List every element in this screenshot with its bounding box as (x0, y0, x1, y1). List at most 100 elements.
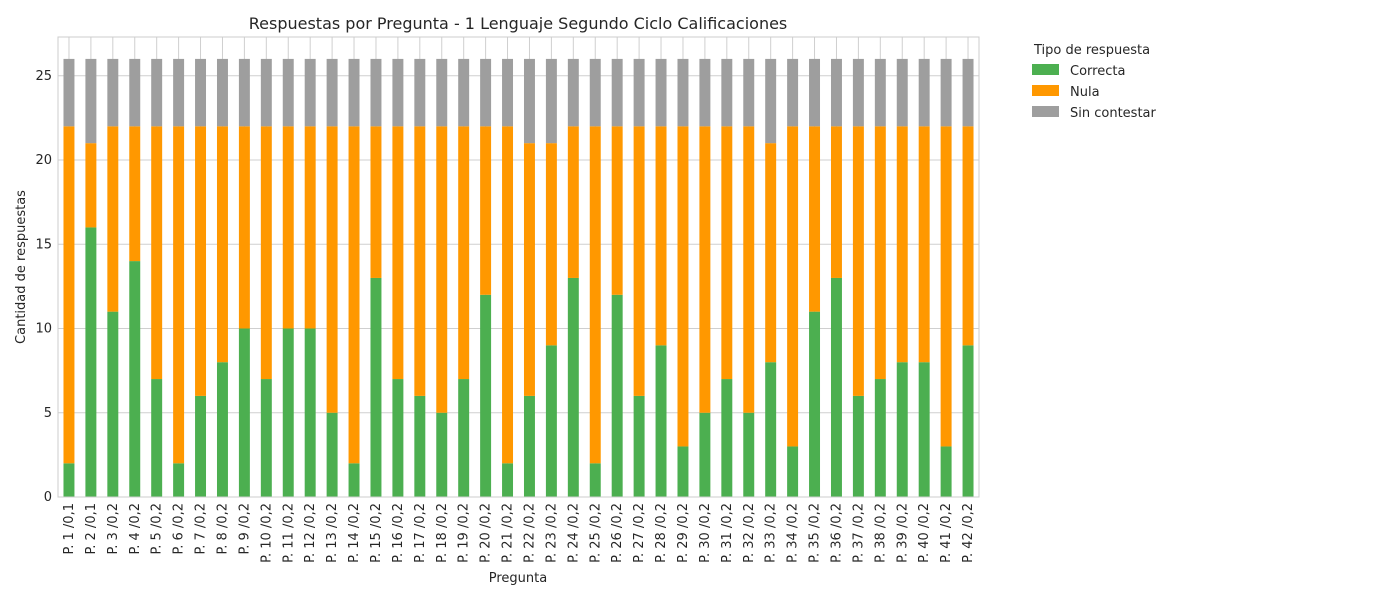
bar-segment-nula (414, 126, 426, 396)
legend-swatch (1032, 64, 1059, 75)
x-tick-label: P. 38 /0,2 (873, 503, 888, 563)
bar-segment-sin-contestar (677, 58, 689, 127)
x-tick-label: P. 18 /0,2 (435, 503, 450, 563)
x-tick-label: P. 27 /0,2 (632, 503, 647, 563)
x-tick-label: P. 16 /0,2 (391, 503, 406, 563)
x-tick-label: P. 39 /0,2 (895, 503, 910, 563)
x-tick-label: P. 11 /0,2 (281, 503, 296, 563)
bar-segment-nula (852, 126, 864, 396)
bar-segment-correcta (392, 379, 404, 497)
bar-segment-correcta (677, 446, 689, 497)
plot-frame (57, 36, 980, 498)
bar-segment-correcta (743, 412, 755, 497)
bar-segment-nula (567, 126, 579, 278)
legend: Tipo de respuesta Correcta Nula Sin contes… (1032, 43, 1157, 121)
bar-segment-sin-contestar (502, 58, 514, 127)
x-tick-label: P. 12 /0,2 (303, 503, 318, 563)
bar-segment-nula (896, 126, 908, 363)
bar-segment-nula (129, 126, 141, 262)
bar-segment-sin-contestar (85, 58, 97, 144)
bar-segment-nula (392, 126, 404, 380)
y-tick-label: 20 (35, 153, 52, 168)
x-axis-label: Pregunta (489, 571, 547, 586)
bar-segment-sin-contestar (326, 58, 338, 127)
bar-segment-nula (633, 126, 645, 396)
y-tick-label: 25 (35, 69, 52, 84)
bar-segment-sin-contestar (392, 58, 404, 127)
bar-segment-correcta (502, 463, 514, 497)
bar-segment-correcta (589, 463, 601, 497)
bar-segment-sin-contestar (414, 58, 426, 127)
bar-segment-nula (480, 126, 492, 295)
x-tick-label: P. 15 /0,2 (369, 503, 384, 563)
bar-segment-correcta (260, 379, 272, 497)
x-tick-label: P. 3 /0,2 (106, 503, 121, 555)
bar-segment-sin-contestar (896, 58, 908, 127)
x-tick-label: P. 35 /0,2 (808, 503, 823, 563)
bar-segment-sin-contestar (523, 58, 535, 144)
bar-segment-sin-contestar (809, 58, 821, 127)
bar-segment-correcta (918, 362, 930, 497)
bar-segment-correcta (721, 379, 733, 497)
bar-segment-nula (304, 126, 316, 329)
bar-segment-correcta (633, 395, 645, 497)
legend-label: Sin contestar (1070, 106, 1157, 121)
bar-segment-nula (918, 126, 930, 363)
bar-segment-nula (63, 126, 75, 464)
x-tick-label: P. 10 /0,2 (259, 503, 274, 563)
bar-segment-nula (326, 126, 338, 413)
bar-segment-sin-contestar (787, 58, 799, 127)
y-axis-label: Cantidad de respuestas (14, 190, 29, 344)
bar-segment-nula (677, 126, 689, 447)
bar-segment-sin-contestar (918, 58, 930, 127)
x-tick-label: P. 13 /0,2 (325, 503, 340, 563)
bar-segment-correcta (874, 379, 886, 497)
x-tick-label: P. 23 /0,2 (544, 503, 559, 563)
bar-segment-correcta (304, 328, 316, 497)
bar-segment-sin-contestar (216, 58, 228, 127)
bar-segment-sin-contestar (304, 58, 316, 127)
bar-segment-correcta (370, 277, 382, 497)
bar-segment-correcta (326, 412, 338, 497)
bar-segment-sin-contestar (480, 58, 492, 127)
x-tick-label: P. 34 /0,2 (786, 503, 801, 563)
bar-segment-correcta (195, 395, 207, 497)
bar-segment-sin-contestar (173, 58, 185, 127)
bar-segment-correcta (238, 328, 250, 497)
bar-segment-sin-contestar (940, 58, 952, 127)
bar-segment-sin-contestar (852, 58, 864, 127)
bar-segment-nula (238, 126, 250, 329)
legend-label: Correcta (1070, 64, 1125, 79)
bar-segment-correcta (830, 277, 842, 497)
bar-segment-nula (940, 126, 952, 447)
bar-segment-nula (173, 126, 185, 464)
bar-segment-correcta (348, 463, 360, 497)
bar-segment-correcta (545, 345, 557, 497)
bar-segment-sin-contestar (129, 58, 141, 127)
bar-segment-sin-contestar (567, 58, 579, 127)
x-tick-label: P. 40 /0,2 (917, 503, 932, 563)
x-tick-label: P. 9 /0,2 (237, 503, 252, 555)
y-tick-label: 15 (35, 237, 52, 252)
x-tick-label: P. 1 /0,1 (62, 503, 77, 555)
x-tick-label: P. 20 /0,2 (479, 503, 494, 563)
x-tick-label: P. 7 /0,2 (194, 503, 209, 555)
bar-segment-correcta (852, 395, 864, 497)
x-tick-label: P. 14 /0,2 (347, 503, 362, 563)
bar-segment-correcta (940, 446, 952, 497)
bar-segment-sin-contestar (962, 58, 974, 127)
x-tick-label: P. 24 /0,2 (566, 503, 581, 563)
x-ticks: P. 1 /0,1 P. 2 /0,1 P. 3 /0,2 P. 4 /0,2 P. 5… (62, 503, 976, 563)
bar-segment-sin-contestar (195, 58, 207, 127)
bar-segment-nula (436, 126, 448, 413)
bar-segment-nula (962, 126, 974, 346)
x-tick-label: P. 36 /0,2 (829, 503, 844, 563)
x-tick-label: P. 22 /0,2 (522, 503, 537, 563)
bar-segment-correcta (611, 294, 623, 497)
bar-segment-correcta (523, 395, 535, 497)
bar-segment-nula (195, 126, 207, 396)
bar-segment-sin-contestar (436, 58, 448, 127)
bar-segment-correcta (480, 294, 492, 497)
bar-segment-correcta (962, 345, 974, 497)
x-tick-label: P. 33 /0,2 (764, 503, 779, 563)
